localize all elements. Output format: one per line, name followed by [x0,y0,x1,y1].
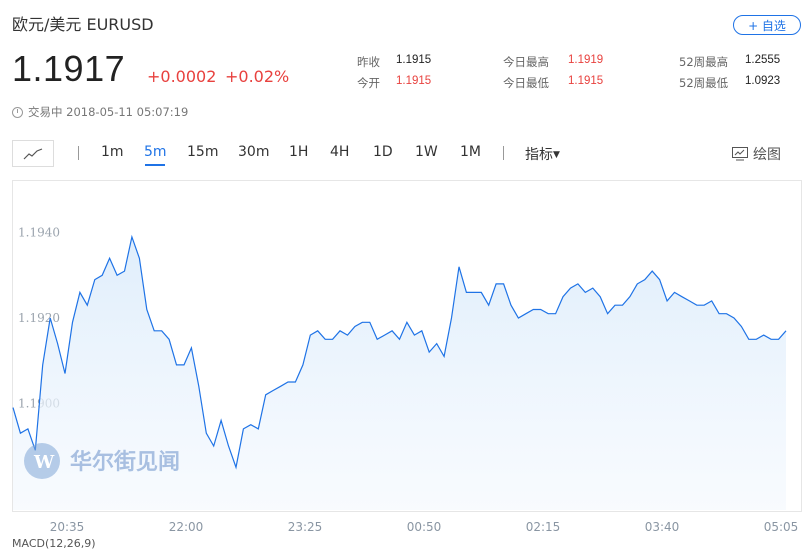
x-tick-label: 20:35 [50,520,85,534]
x-tick-label: 22:00 [169,520,204,534]
stat-label-day-high: 今日最高 [503,55,549,69]
stat-value-prev-close: 1.1915 [396,54,432,66]
period-1d[interactable]: 1D [373,144,393,160]
watermark: W 华尔街见闻 [24,443,180,479]
period-1mo[interactable]: 1M [460,144,481,160]
toolbar-divider [78,146,79,160]
indicator-dropdown[interactable]: 指标▼ [525,144,560,164]
svg-text:W: W [33,452,55,473]
toolbar-divider [503,146,504,160]
stat-label-prev-close: 昨收 [357,55,380,69]
y-tick-label: 1.1940 [18,226,60,240]
period-30m[interactable]: 30m [238,144,270,160]
line-chart-toggle-button[interactable] [12,140,54,167]
drawing-icon [732,147,748,161]
trading-status-text: 交易中 2018-05-11 05:07:19 [28,105,189,119]
period-15m[interactable]: 15m [187,144,219,160]
stat-value-52w-high: 1.2555 [745,54,781,66]
period-1m[interactable]: 1m [101,144,124,160]
chart-toolbar: 1m 5m 15m 30m 1H 4H 1D 1W 1M 指标▼ 绘图 [12,140,802,170]
price-change-percent: +0.02% [225,67,290,86]
x-tick-label: 05:05 [764,520,799,534]
price-change: +0.0002 [147,67,217,86]
draw-label: 绘图 [753,147,781,163]
price-area [13,236,786,510]
x-tick-label: 02:15 [526,520,561,534]
watermark-logo-icon [24,443,60,479]
stat-value-52w-low: 1.0923 [745,75,781,87]
stat-value-day-high: 1.1919 [568,54,604,66]
trading-status: 交易中 2018-05-11 05:07:19 [12,104,188,120]
period-4h[interactable]: 4H [330,144,350,160]
x-tick-label: 03:40 [645,520,680,534]
last-price: 1.1917 [12,48,126,89]
period-1w[interactable]: 1W [415,144,438,160]
x-tick-label: 23:25 [288,520,323,534]
clock-icon [12,106,23,118]
y-tick-label: 1.1920 [18,311,60,325]
watermark-text: 华尔街见闻 [70,449,180,475]
period-5m[interactable]: 5m [144,144,167,160]
draw-tool-button[interactable]: 绘图 [732,144,781,164]
price-line [12,234,787,470]
stat-label-52w-low: 52周最低 [679,76,729,90]
stat-value-open: 1.1915 [396,75,432,87]
indicator-label: 指标 [525,147,553,163]
caret-down-icon: ▼ [553,150,560,160]
chart-panel [12,180,802,512]
stat-label-day-low: 今日最低 [503,76,549,90]
x-tick-label: 00:50 [407,520,442,534]
line-chart-icon [23,147,43,159]
period-1h[interactable]: 1H [289,144,309,160]
active-period-underline [145,164,165,166]
stat-label-open: 今开 [357,76,380,90]
instrument-title: 欧元/美元 EURUSD [12,15,154,34]
stat-value-day-low: 1.1915 [568,75,604,87]
stat-label-52w-high: 52周最高 [679,55,729,69]
add-to-watchlist-button[interactable]: + 自选 [733,15,801,35]
